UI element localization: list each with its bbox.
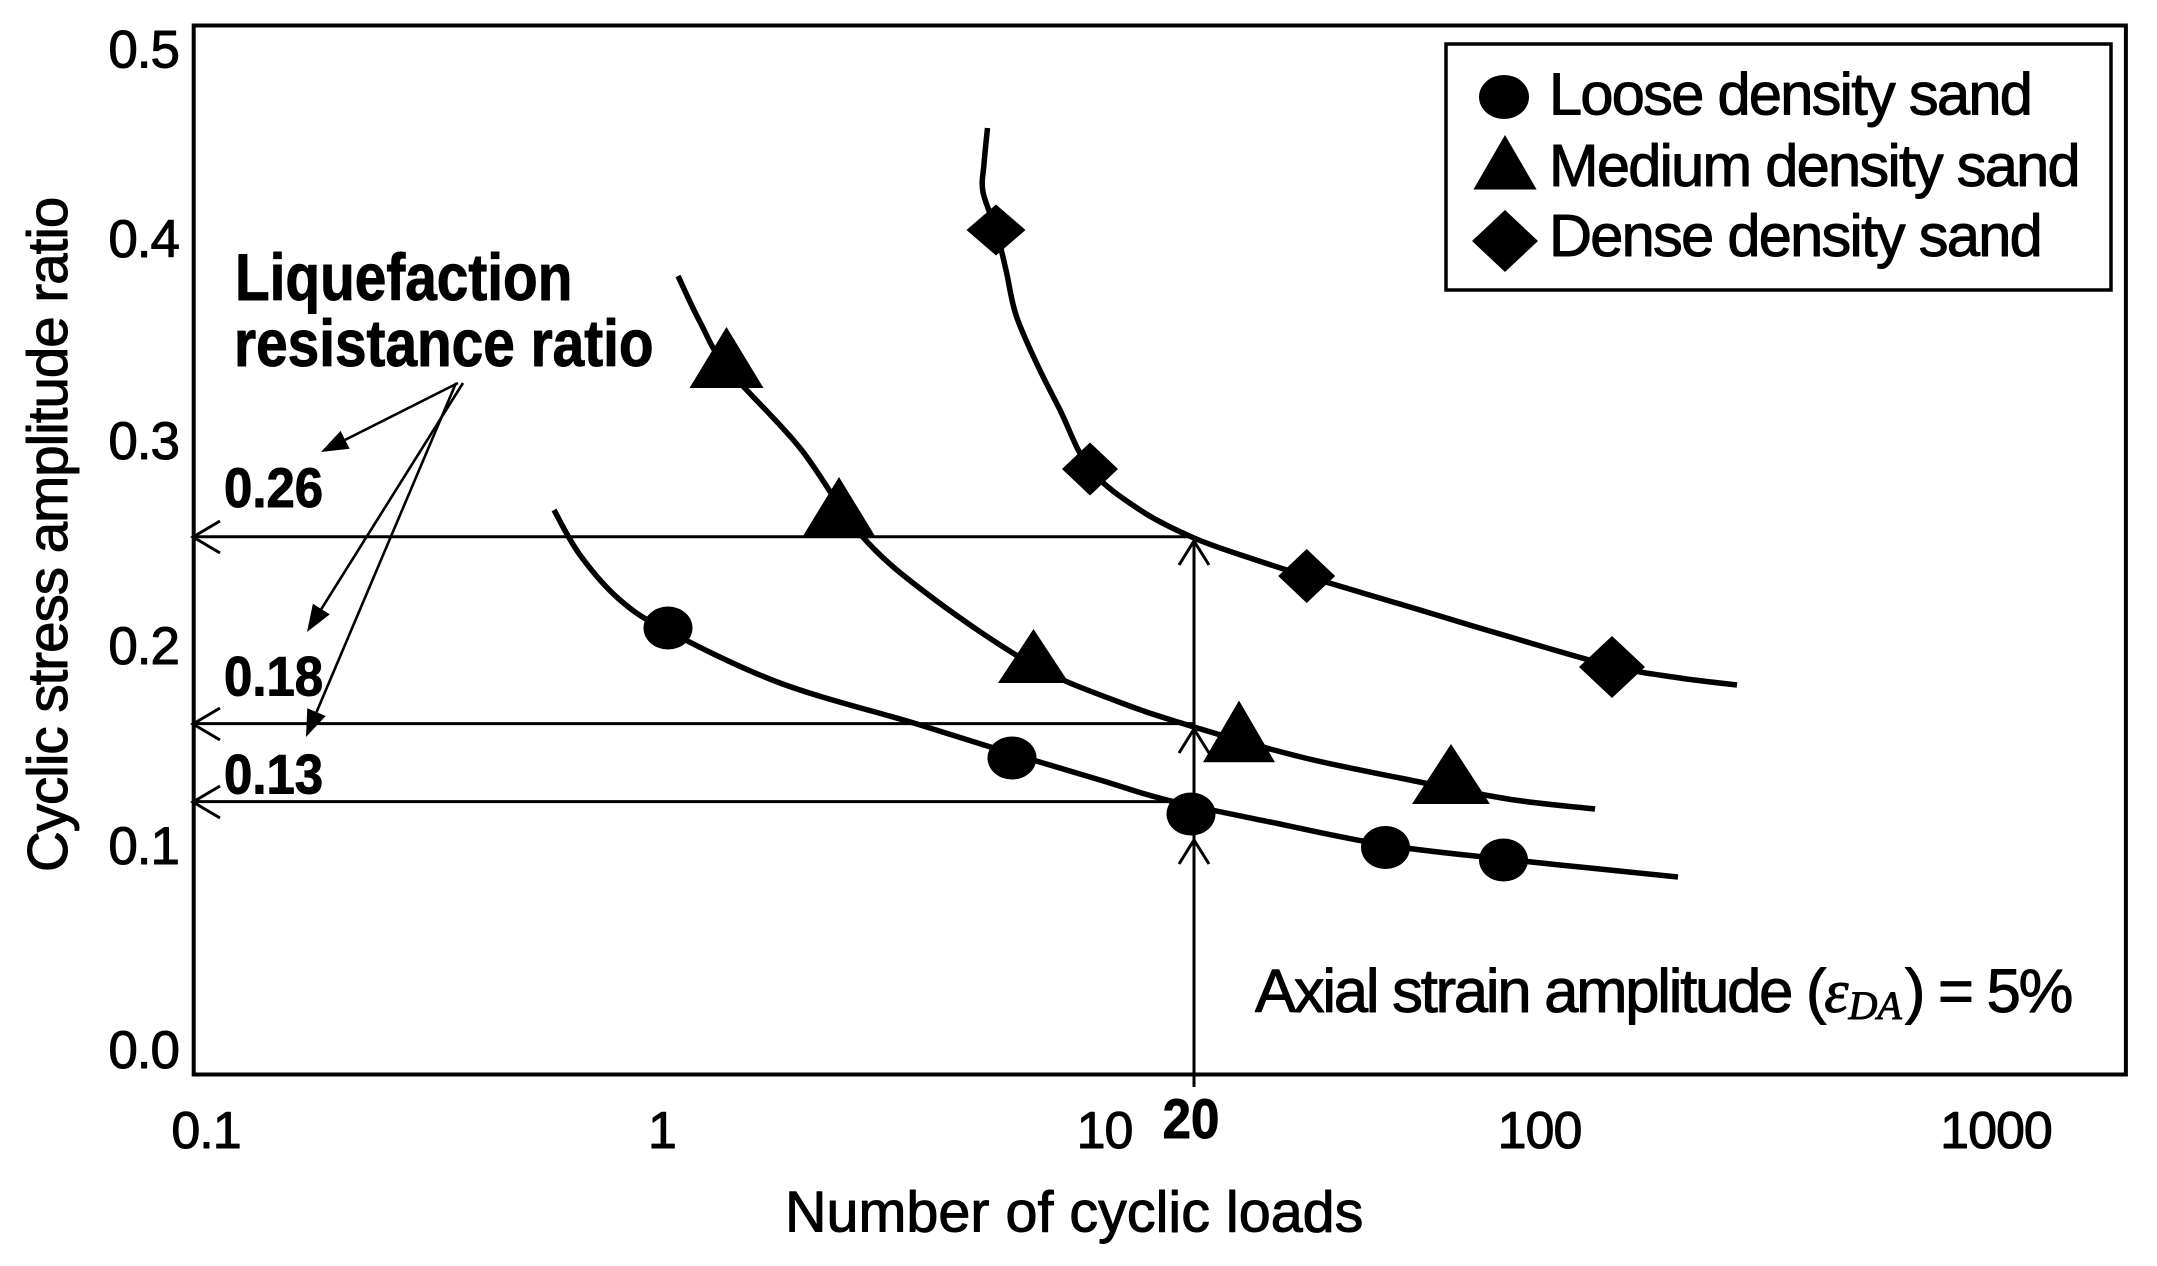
svg-text:resistance ratio: resistance ratio — [234, 307, 654, 381]
svg-text:0.26: 0.26 — [224, 458, 323, 520]
svg-text:Number of cyclic loads: Number of cyclic loads — [785, 1181, 1363, 1245]
svg-text:0.13: 0.13 — [224, 744, 323, 806]
svg-text:Loose density sand: Loose density sand — [1549, 61, 2031, 128]
svg-text:100: 100 — [1498, 1102, 1582, 1160]
svg-text:0.1: 0.1 — [108, 817, 179, 876]
svg-text:Medium density sand: Medium density sand — [1549, 132, 2079, 199]
svg-text:0.4: 0.4 — [108, 210, 179, 269]
svg-text:Dense density sand: Dense density sand — [1549, 202, 2041, 269]
svg-text:0.1: 0.1 — [171, 1102, 240, 1160]
svg-text:Axial strain amplitude (εDA) =: Axial strain amplitude (εDA) = 5% — [1255, 957, 2072, 1028]
svg-text:0.5: 0.5 — [108, 20, 179, 79]
svg-text:0.2: 0.2 — [108, 617, 179, 676]
svg-text:0.18: 0.18 — [224, 646, 323, 708]
svg-text:1: 1 — [648, 1102, 676, 1160]
svg-text:20: 20 — [1163, 1089, 1220, 1151]
svg-text:10: 10 — [1077, 1102, 1133, 1160]
svg-text:0.0: 0.0 — [108, 1021, 179, 1080]
svg-text:1000: 1000 — [1940, 1102, 2052, 1160]
svg-text:Liquefaction: Liquefaction — [235, 241, 572, 315]
svg-text:0.3: 0.3 — [108, 412, 179, 471]
svg-text:Cyclic stress amplitude ratio: Cyclic stress amplitude ratio — [16, 198, 79, 872]
